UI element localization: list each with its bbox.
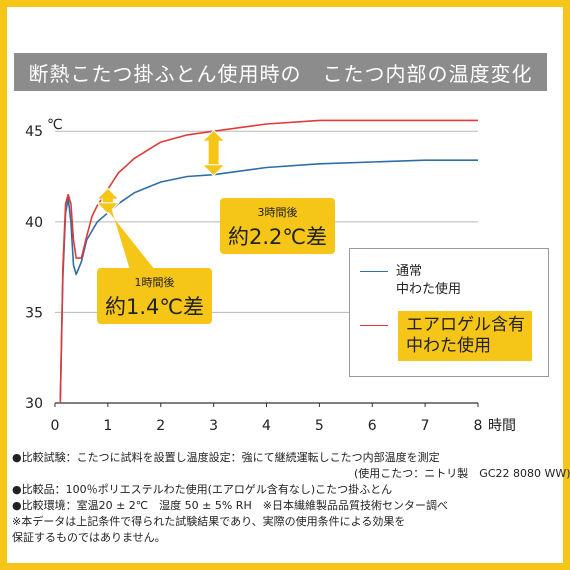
legend-swatch-normal (360, 271, 388, 272)
x-tick-label-5: 5 (315, 418, 324, 434)
x-tick-label-4: 4 (262, 418, 271, 434)
y-tick-label-30: 30 (25, 396, 43, 412)
x-axis-unit: 時間 (488, 418, 516, 434)
legend-highlight (398, 311, 532, 361)
arrow-1h-head-up (95, 187, 121, 200)
x-tick-label-8: 8 (474, 418, 483, 434)
x-tick-label-6: 6 (368, 418, 377, 434)
note-disclaimer-1: ※本データは上記条件で得られた試験結果であり、実際の使用条件による効果を (12, 515, 406, 528)
legend-aerogel-label-2: 中わた使用 (406, 336, 491, 356)
note-environment: ●比較環境：室温20 ± 2℃ 湿度 50 ± 5% RH ※日本繊維製品品質技… (12, 499, 448, 512)
y-tick-label-40: 40 (25, 215, 43, 231)
legend-normal-label-1: 通常 (396, 264, 423, 279)
note-kotatsu-model: (使用こたつ：ニトリ製 GC22 8080 WW) (354, 467, 570, 480)
callout-3h-time: 3時間後 (257, 206, 298, 219)
arrow-1h-shaft (102, 198, 113, 204)
arrow-1h-pointer (104, 206, 155, 270)
legend-normal-label-2: 中わた使用 (396, 282, 462, 297)
callout-3h-diff: 約2.2℃差 (228, 225, 327, 249)
arrow-3h-shaft (208, 140, 219, 166)
y-axis-unit: ℃ (47, 117, 63, 133)
x-tick-label-0: 0 (51, 418, 60, 434)
note-test-method: ●比較試験：こたつに試料を設置し温度設定：強にて継続運転しこたつ内部温度を測定 (12, 451, 440, 464)
callout-1h-diff: 約1.4℃差 (105, 295, 204, 319)
y-tick-label-35: 35 (25, 305, 43, 321)
x-tick-label-3: 3 (209, 418, 218, 434)
callout-1h-time: 1時間後 (134, 276, 175, 289)
y-tick-label-45: 45 (25, 124, 43, 140)
note-comparison-product: ●比較品：100％ポリエステルわた使用(エアロゲル含有なし)こたつ掛ふとん (12, 483, 393, 496)
arrow-1h (95, 187, 155, 270)
callout-1h: 1時間後 約1.4℃差 (97, 268, 212, 324)
callout-3h: 3時間後 約2.2℃差 (220, 198, 335, 254)
arrow-3h (201, 129, 226, 177)
x-tick-label-7: 7 (421, 418, 430, 434)
x-tick-label-2: 2 (156, 418, 165, 434)
test-conditions-notes: ●比較試験：こたつに試料を設置し温度設定：強にて継続運転しこたつ内部温度を測定 … (12, 450, 570, 546)
legend-item-aerogel (360, 317, 396, 326)
note-disclaimer-2: 保証するものではありません。 (12, 531, 166, 544)
x-tick-label-1: 1 (103, 418, 112, 434)
legend-swatch-aerogel (360, 325, 388, 326)
chart-title: 断熱こたつ掛ふとん使用時の こたつ内部の温度変化 (14, 53, 547, 91)
legend-aerogel-label-1: エアロゲル含有 (406, 315, 525, 335)
arrow-3h-head-down (201, 164, 226, 177)
chart-legend: 通常 中わた使用 エアロゲル含有 中わた使用 (349, 248, 549, 377)
legend-item-normal: 通常 中わた使用 (360, 263, 461, 299)
